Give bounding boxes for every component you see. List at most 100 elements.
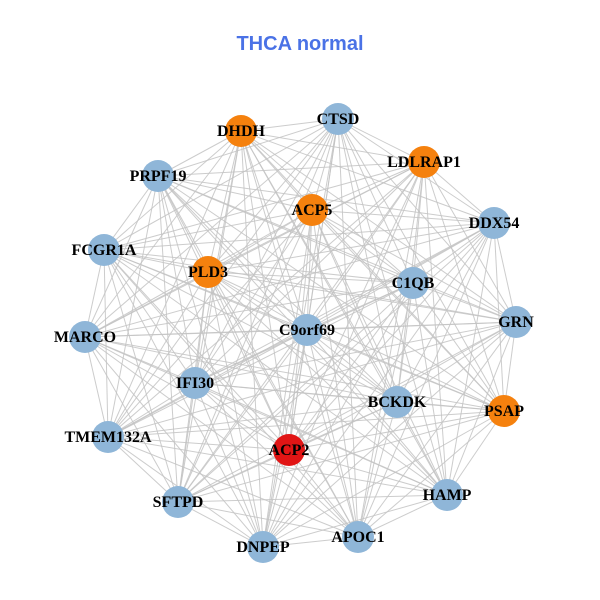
node-label-dnpep: DNPEP bbox=[236, 539, 290, 556]
network-edge bbox=[157, 161, 425, 177]
network-node-ctsd bbox=[322, 103, 354, 135]
network-node-acp5 bbox=[296, 194, 328, 226]
network-edge bbox=[493, 222, 517, 323]
network-node-hamp bbox=[431, 479, 463, 511]
node-label-ifi30: IFI30 bbox=[176, 375, 214, 392]
network-edge bbox=[157, 175, 313, 211]
network-edge bbox=[337, 118, 414, 284]
network-edge bbox=[84, 329, 308, 338]
network-node-prpf19 bbox=[142, 160, 174, 192]
network-edge bbox=[103, 222, 495, 251]
network-edge bbox=[84, 282, 414, 338]
network-edge bbox=[194, 382, 290, 451]
network-edge bbox=[240, 130, 425, 163]
network-edge bbox=[84, 271, 209, 338]
network-edge bbox=[107, 382, 196, 438]
network-node-c1qb bbox=[397, 267, 429, 299]
network-edge bbox=[311, 161, 425, 211]
node-label-acp2: ACP2 bbox=[269, 442, 310, 459]
network-edge bbox=[103, 249, 290, 451]
node-label-c1qb: C1QB bbox=[392, 275, 435, 292]
network-edge bbox=[103, 249, 179, 503]
network-edge bbox=[194, 382, 448, 496]
node-label-acp5: ACP5 bbox=[292, 202, 333, 219]
network-edge bbox=[207, 222, 495, 273]
network-node-marco bbox=[69, 321, 101, 353]
network-edge bbox=[288, 222, 495, 451]
network-node-ddx54 bbox=[478, 207, 510, 239]
network-edge bbox=[288, 410, 505, 451]
network-node-fcgr1a bbox=[88, 234, 120, 266]
network-edge bbox=[177, 449, 290, 503]
network-edge bbox=[306, 329, 448, 496]
network-edge bbox=[262, 209, 313, 548]
network-edge bbox=[288, 282, 414, 451]
node-label-prpf19: PRPF19 bbox=[130, 168, 187, 185]
network-edge bbox=[103, 249, 209, 273]
network-node-pld3 bbox=[192, 256, 224, 288]
network-edge bbox=[306, 161, 425, 331]
network-edge bbox=[157, 175, 264, 548]
node-label-psap: PSAP bbox=[484, 403, 524, 420]
network-edge bbox=[194, 209, 313, 384]
network-edge bbox=[107, 282, 414, 438]
node-label-hamp: HAMP bbox=[423, 487, 472, 504]
node-label-c9orf69: C9orf69 bbox=[279, 322, 335, 339]
network-edge bbox=[177, 222, 495, 503]
network-edge bbox=[262, 321, 517, 548]
chart-title: THCA normal bbox=[236, 33, 364, 55]
network-edge bbox=[311, 209, 495, 224]
network-edge bbox=[262, 410, 505, 548]
network-edge bbox=[207, 271, 308, 331]
network-node-grn bbox=[500, 306, 532, 338]
network-edge bbox=[412, 282, 517, 323]
network-edge bbox=[423, 161, 517, 323]
network-edge bbox=[396, 222, 495, 403]
network-edge bbox=[84, 222, 495, 338]
network-edge bbox=[207, 271, 517, 323]
network-edge bbox=[103, 161, 425, 251]
network-edge bbox=[157, 175, 179, 503]
node-label-sftpd: SFTPD bbox=[153, 494, 204, 511]
network-edge bbox=[240, 130, 495, 224]
network-edge bbox=[306, 329, 505, 412]
network-edge bbox=[177, 494, 448, 503]
network-edge bbox=[311, 209, 414, 284]
network-edge bbox=[103, 209, 313, 251]
network-edge bbox=[103, 249, 517, 323]
node-label-pld3: PLD3 bbox=[188, 264, 228, 281]
network-edge bbox=[107, 410, 505, 438]
network-edge bbox=[240, 130, 308, 331]
network-edge bbox=[288, 449, 448, 496]
network-node-dhdh bbox=[225, 115, 257, 147]
network-edge bbox=[288, 321, 517, 451]
network-edge bbox=[207, 209, 313, 273]
network-edge bbox=[493, 222, 505, 412]
network-edge bbox=[84, 118, 339, 338]
network-edge bbox=[207, 118, 339, 273]
network-edge bbox=[262, 449, 290, 548]
node-label-marco: MARCO bbox=[54, 329, 116, 346]
network-edge bbox=[157, 175, 505, 412]
network-node-dnpep bbox=[247, 531, 279, 563]
network-edge bbox=[240, 130, 290, 451]
network-edge bbox=[103, 249, 414, 284]
network-edge bbox=[157, 175, 495, 224]
network-edge bbox=[84, 161, 425, 338]
network-edge bbox=[103, 249, 398, 403]
network-edge bbox=[107, 436, 448, 496]
network-edge bbox=[157, 175, 308, 331]
network-edge bbox=[107, 436, 290, 451]
network-edge bbox=[107, 175, 159, 438]
network-edge bbox=[207, 271, 505, 412]
network-edge bbox=[396, 282, 414, 403]
network-edge bbox=[240, 130, 264, 548]
node-label-fcgr1a: FCGR1A bbox=[72, 242, 137, 259]
network-edge bbox=[103, 249, 359, 538]
network-edge bbox=[157, 118, 339, 177]
network-edge bbox=[107, 436, 359, 538]
node-label-grn: GRN bbox=[498, 314, 534, 331]
network-edge bbox=[194, 329, 308, 384]
